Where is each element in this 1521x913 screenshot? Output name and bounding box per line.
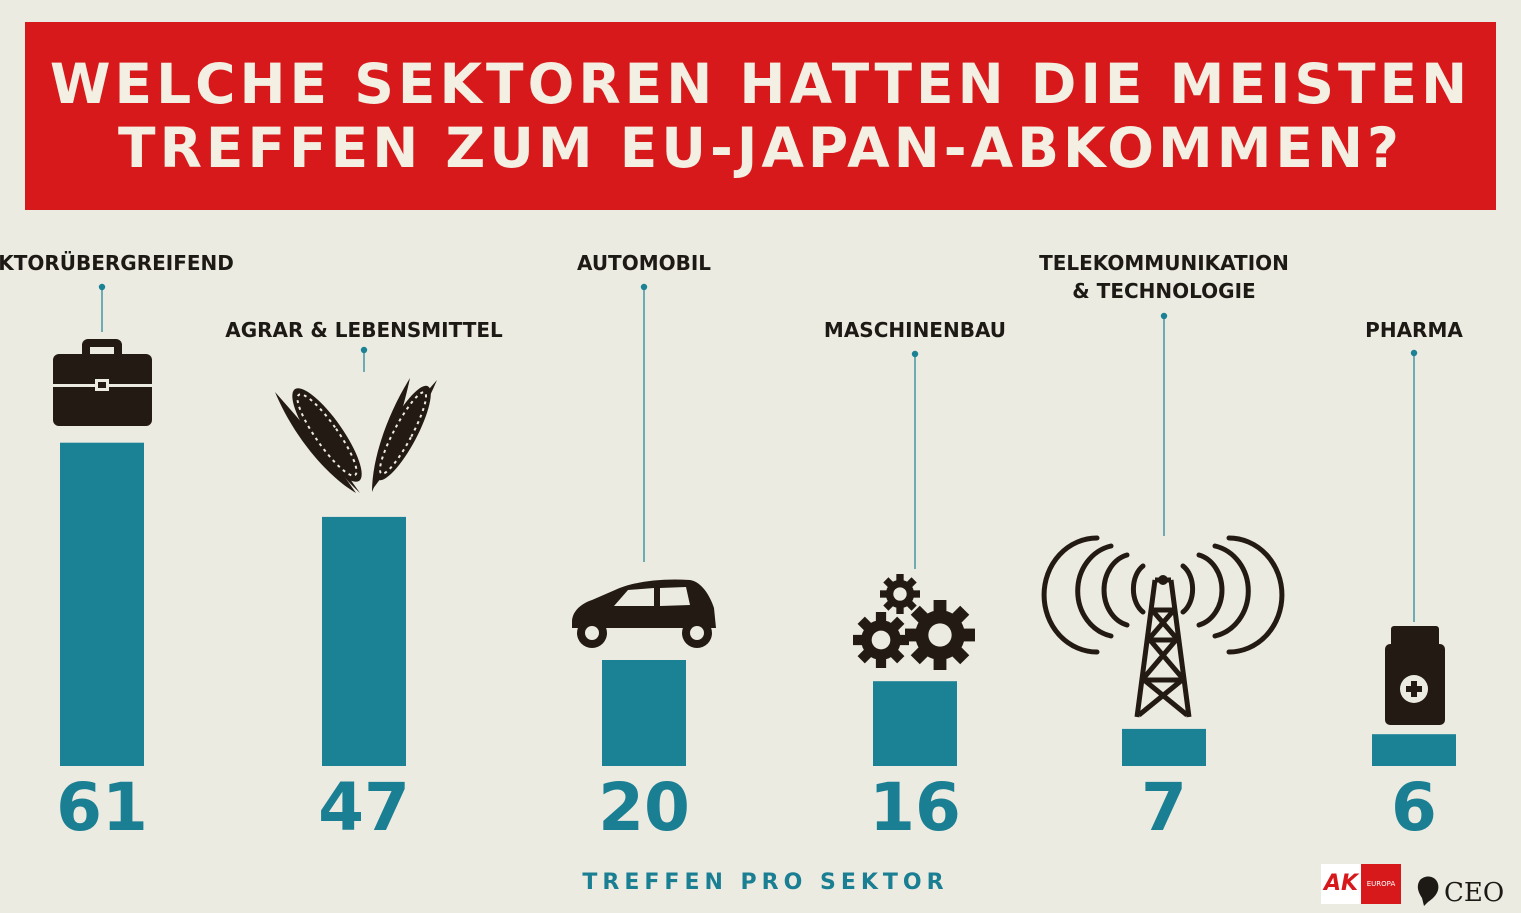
- category-label-2: AUTOMOBIL: [577, 251, 711, 275]
- title-line-1: WELCHE SEKTOREN HATTEN DIE MEISTEN: [49, 52, 1472, 116]
- title-banner: WELCHE SEKTOREN HATTEN DIE MEISTEN TREFF…: [25, 22, 1496, 210]
- category-label-0: SEKTORÜBERGREIFEND: [0, 251, 234, 275]
- value-label-2: 20: [598, 769, 690, 846]
- category-label-4-1: & TECHNOLOGIE: [1072, 279, 1255, 303]
- connector-dot-5: [1410, 349, 1418, 357]
- connector-dot-0: [98, 283, 106, 291]
- title-line-2: TREFFEN ZUM EU-JAPAN-ABKOMMEN?: [118, 116, 1403, 180]
- value-label-4: 7: [1141, 769, 1187, 846]
- category-label-4-0: TELEKOMMUNIKATION: [1039, 251, 1289, 275]
- ceo-logo-text: CEO: [1444, 878, 1505, 908]
- category-label-5: PHARMA: [1365, 318, 1463, 342]
- bar-0: [60, 442, 144, 766]
- value-label-5: 6: [1391, 769, 1437, 846]
- medicine-bottle-icon: [1385, 626, 1445, 725]
- bar-2: [602, 660, 686, 766]
- briefcase-icon: [53, 339, 152, 426]
- bar-4: [1122, 728, 1206, 766]
- value-label-3: 16: [869, 769, 961, 846]
- connector-dot-4: [1160, 312, 1168, 320]
- value-label-0: 61: [56, 769, 148, 846]
- ak-logo-text: AK: [1321, 864, 1361, 904]
- bar-3: [873, 681, 957, 766]
- corn-icon: [275, 378, 437, 493]
- bar-5: [1372, 734, 1456, 766]
- x-axis-label: TREFFEN PRO SEKTOR: [582, 870, 949, 895]
- connector-dot-1: [360, 346, 368, 354]
- ak-logo-subtext: EUROPA: [1361, 864, 1401, 904]
- ak-europa-logo: AK EUROPA: [1321, 864, 1401, 904]
- category-label-3: MASCHINENBAU: [824, 318, 1006, 342]
- category-label-1: AGRAR & LEBENSMITTEL: [225, 318, 503, 342]
- connector-dot-2: [640, 283, 648, 291]
- ceo-figure-icon: [1417, 876, 1439, 906]
- radio-tower-icon: [1041, 535, 1285, 718]
- gears-icon: [853, 574, 975, 670]
- car-icon: [572, 579, 716, 648]
- connector-dot-3: [911, 350, 919, 358]
- value-label-1: 47: [318, 769, 410, 846]
- bar-1: [322, 516, 406, 766]
- ceo-logo: CEO: [1416, 862, 1508, 908]
